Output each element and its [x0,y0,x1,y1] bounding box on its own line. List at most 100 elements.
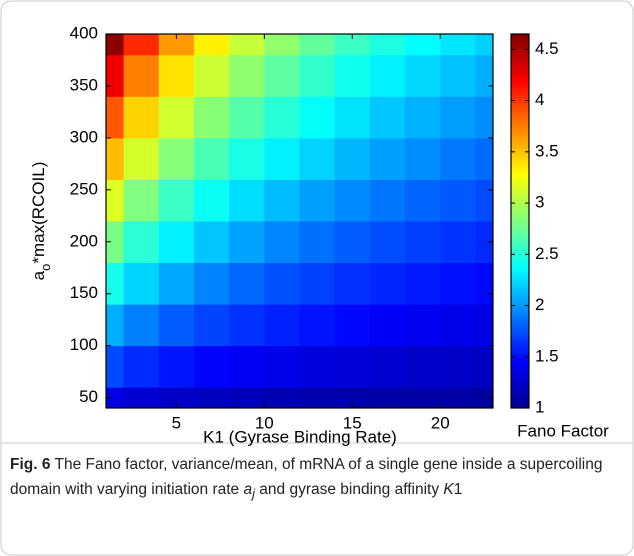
y-tick-label: 150 [70,283,98,302]
heatmap-cell [193,179,230,222]
heatmap-cell [123,304,160,347]
x-tick-label: 5 [172,413,181,432]
heatmap-cell [193,345,230,388]
y-label-rest: *max(RCOIL) [29,162,48,264]
heatmap-cell [158,54,195,97]
heatmap-cell [193,137,230,180]
x-tick-label: 15 [343,413,362,432]
heatmap-cell [369,304,406,347]
y-tick-label: 300 [70,127,98,146]
caption-symbol: a [243,481,253,498]
heatmap-cell [299,96,336,139]
colorbar [510,33,530,409]
heatmap-cell [475,387,493,408]
heatmap-cell [229,345,265,388]
caption-text: The Fano factor, variance/mean, of mRNA … [10,456,603,498]
heatmap-cell [475,96,493,139]
heatmap-cell [106,345,125,388]
heatmap-cell [229,221,265,264]
heatmap [106,34,493,408]
heatmap-cell [440,137,476,180]
y-label-sub: o [38,264,53,271]
heatmap-cell [405,304,441,347]
heatmap-cell [475,34,493,56]
heatmap-cell [369,54,406,97]
heatmap-cell [193,304,230,347]
colorbar-label: Fano Factor [517,421,609,440]
heatmap-cell [193,54,230,97]
heatmap-cell [264,262,300,305]
heatmap-cell [123,345,160,388]
colorbar-tick-label: 2.5 [535,244,559,263]
heatmap-cell [369,96,406,139]
y-tick-label: 350 [70,75,98,94]
heatmap-cell [405,387,441,408]
heatmap-cell [158,34,195,56]
heatmap-cell [334,387,371,408]
colorbar-tick-label: 2 [535,295,544,314]
heatmap-cell [264,96,300,139]
x-tick-label: 10 [255,413,274,432]
heatmap-cell [369,262,406,305]
caption: Fig. 6 The Fano factor, variance/mean, o… [10,452,622,506]
y-tick-label: 100 [70,335,98,354]
heatmap-cell [193,96,230,139]
heatmap-cell [158,137,195,180]
caption-text: 1 [453,481,463,498]
y-label-base: a [29,270,48,280]
heatmap-cell [299,179,336,222]
colorbar-tick-label: 1 [535,397,544,416]
heatmap-cell [229,387,265,408]
heatmap-cell [475,221,493,264]
heatmap-cell [299,345,336,388]
heatmap-cell [299,262,336,305]
heatmap-cell [475,137,493,180]
heatmap-cell [405,221,441,264]
colorbar-tick-label: 3.5 [535,141,559,160]
heatmap-cell [193,34,230,56]
caption-subscript: j [252,486,255,502]
heatmap-cell [369,179,406,222]
heatmap-cell [405,54,441,97]
heatmap-cell [299,387,336,408]
heatmap-cell [106,387,125,408]
heatmap-cell [158,345,195,388]
colorbar-tick-label: 4 [535,90,544,109]
heatmap-cell [158,262,195,305]
y-tick-label: 50 [79,387,98,406]
heatmap-cell [475,345,493,388]
colorbar-tick-label: 1.5 [535,346,559,365]
y-axis-label: ao*max(RCOIL) [29,162,53,281]
heatmap-cell [299,34,336,56]
heatmap-cell [106,304,125,347]
heatmap-cell [334,221,371,264]
colorbar-tick-label: 4.5 [535,39,559,58]
heatmap-cell [369,137,406,180]
heatmap-cell [369,34,406,56]
heatmap-cell [123,96,160,139]
heatmap-cell [158,221,195,264]
heatmap-cell [369,345,406,388]
heatmap-cell [334,96,371,139]
heatmap-cell [334,304,371,347]
plot-frame [105,33,494,409]
colorbar-tick-label: 3 [535,193,544,212]
heatmap-cell [334,179,371,222]
heatmap-cell [334,137,371,180]
caption-text: and gyrase binding affinity [254,481,444,498]
heatmap-cell [264,221,300,264]
heatmap-cell [299,304,336,347]
heatmap-cell [264,304,300,347]
heatmap-cell [106,221,125,264]
heatmap-cell [475,304,493,347]
heatmap-cell [440,96,476,139]
heatmap-cell [369,387,406,408]
heatmap-cell [264,54,300,97]
heatmap-cell [158,387,195,408]
heatmap-cell [299,137,336,180]
heatmap-cell [440,387,476,408]
heatmap-cell [158,96,195,139]
